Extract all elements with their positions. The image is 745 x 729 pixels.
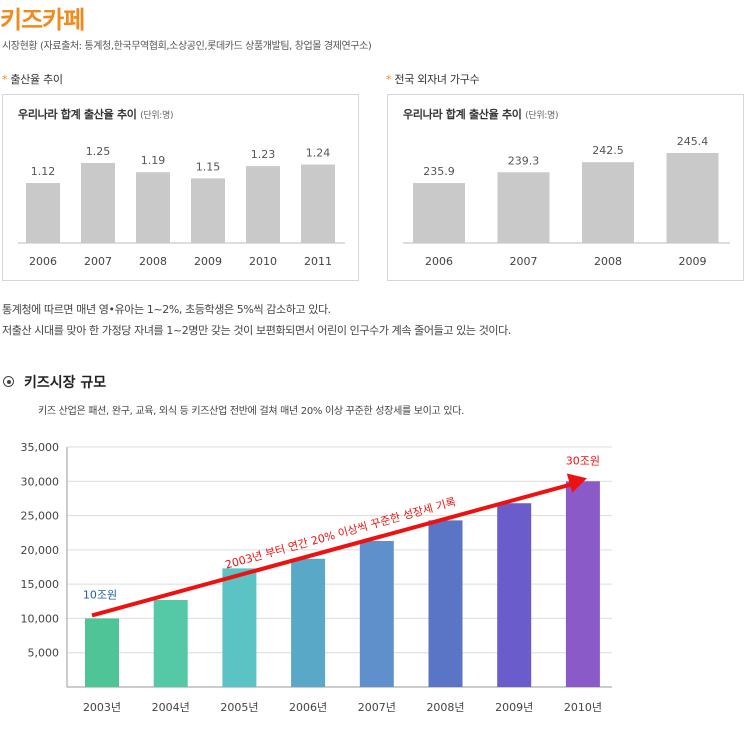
description-line-2: 저출산 시대를 맞아 한 가정당 자녀를 1~2명만 갖는 것이 보편화되면서 … [2,324,511,337]
section-star: * [2,73,8,86]
bar-value-label: 1.23 [251,148,276,161]
bar-value-label: 1.12 [31,165,56,178]
bar-value-label: 242.5 [592,144,624,157]
x-tick-label: 2010년 [564,701,602,714]
growth-arrow-line [91,480,580,618]
market-section-desc: 키즈 산업은 패션, 완구, 교육, 외식 등 키즈산업 전반에 걸쳐 매년 2… [38,406,465,417]
x-tick-label: 2008 [594,255,622,268]
bar [85,618,119,687]
bar [666,153,719,243]
single-child-bar-chart: 235.9 2006 239.3 2007 242.5 2008 245.4 2009 [403,135,730,268]
x-tick-label: 2007 [510,255,538,268]
single-child-chart-unit: (단위:명) [525,111,559,121]
birthrate-chart-title-text: 우리나라 합계 출산율 추이 [18,108,137,121]
x-tick-label: 2009 [679,255,707,268]
description-line-1: 통계청에 따르면 매년 영•유아는 1~2%, 초등학생은 5%씩 감소하고 있… [2,303,331,316]
x-tick-label: 2005년 [220,701,258,714]
bar [428,520,463,687]
x-tick-label: 2010 [249,255,277,268]
section-star: * [386,73,392,86]
y-tick-label: 35,000 [21,441,60,454]
bar [359,540,394,687]
end-value-label: 30조원 [566,454,600,467]
x-tick-label: 2007 [84,255,112,268]
kids-market-bar-chart: 5,000 10,000 15,000 20,000 25,000 30,000 35,00… [21,441,612,714]
market-section-title: 키즈시장 규모 [24,375,107,391]
bar-value-label: 235.9 [423,165,455,178]
birthrate-section-heading: * 출산율 추이 [2,71,63,87]
page-title: 키즈카페 [0,6,85,34]
y-tick-label: 15,000 [21,578,60,591]
target-bullet-icon [3,376,14,387]
bar [246,166,280,243]
bar [136,172,170,243]
birthrate-section-label: 출산율 추이 [10,73,63,86]
birthrate-chart-box: 우리나라 합계 출산율 추이 (단위:명) 1.12 2006 1.25 2007 1.… [2,94,359,281]
single-child-section-label: 전국 외자녀 가구수 [394,73,480,86]
x-tick-label: 2008 [139,255,167,268]
x-tick-label: 2004년 [152,701,190,714]
bar [413,183,465,243]
bar [497,503,532,687]
birthrate-chart-title: 우리나라 합계 출산율 추이 (단위:명) [18,106,174,122]
single-child-chart-title-text: 우리나라 합계 출산율 추이 [403,108,522,121]
birthrate-bar-chart: 1.12 2006 1.25 2007 1.19 2008 1.15 2009 1.23 2010… [18,145,345,268]
bar-value-label: 239.3 [508,154,540,167]
bar [222,568,257,687]
start-value-label: 10조원 [83,588,117,601]
bar-value-label: 1.24 [306,147,331,160]
page-subtitle: 시장현황 (자료출처: 통계청,한국무역협회,소상공인,롯데카드 상품개발팀, … [2,41,372,52]
bar-value-label: 1.25 [86,145,111,158]
growth-arrow-head [566,473,587,493]
bar [26,183,60,243]
y-tick-label: 25,000 [21,510,60,523]
y-tick-label: 30,000 [21,475,60,488]
y-tick-label: 20,000 [21,544,60,557]
bar [81,163,115,243]
bar [153,599,188,687]
bar [291,558,326,687]
y-tick-label: 5,000 [28,647,60,660]
bar [191,178,225,243]
bar-value-label: 1.15 [196,160,221,173]
bar [582,162,634,243]
y-tick-label: 10,000 [21,612,60,625]
single-child-chart-title: 우리나라 합계 출산율 추이 (단위:명) [403,106,559,122]
x-tick-label: 2009 [194,255,222,268]
x-tick-label: 2006년 [289,701,327,714]
x-tick-label: 2003년 [83,701,121,714]
single-child-section-heading: * 전국 외자녀 가구수 [386,71,480,87]
growth-arrow-text: 2003년 부터 연간 20% 이상씩 꾸준한 성장세 기록 [224,495,458,571]
bar [497,172,550,243]
bar [565,481,600,687]
single-child-chart-box: 우리나라 합계 출산율 추이 (단위:명) 235.9 2006 239.3 2007… [387,94,744,281]
x-tick-label: 2008년 [426,701,464,714]
x-tick-label: 2006 [425,255,453,268]
x-tick-label: 2011 [304,255,332,268]
bar-value-label: 1.19 [141,154,166,167]
bar [301,164,335,243]
birthrate-chart-unit: (단위:명) [140,111,174,121]
bar-value-label: 245.4 [677,135,709,148]
x-tick-label: 2007년 [358,701,396,714]
x-tick-label: 2009년 [495,701,533,714]
x-tick-label: 2006 [29,255,57,268]
